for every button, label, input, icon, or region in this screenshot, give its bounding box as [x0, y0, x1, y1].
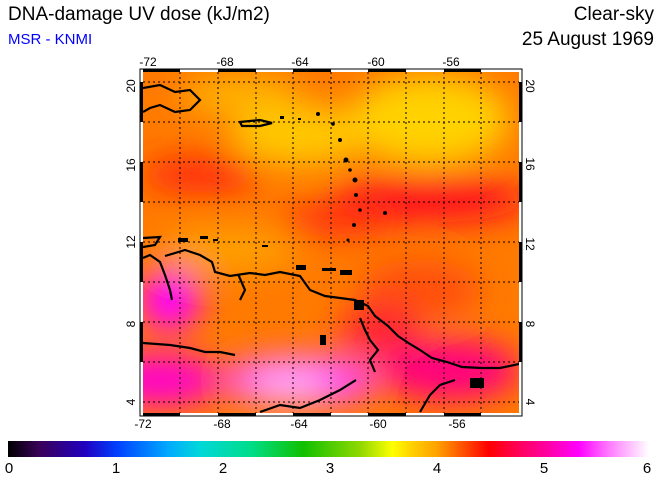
islands	[178, 112, 484, 388]
lon-tick-top: -56	[442, 55, 460, 69]
lat-tick-right: 8	[523, 321, 537, 328]
colorbar-label: 0	[4, 460, 14, 477]
lon-tick-bottom: -72	[134, 417, 152, 431]
lat-tick-right: 16	[523, 157, 537, 171]
graticule	[143, 72, 519, 413]
colorbar-label: 6	[642, 460, 652, 477]
colorbar-label: 5	[539, 460, 549, 477]
map-source: MSR - KNMI	[8, 31, 93, 48]
lon-tick-top: -72	[139, 55, 157, 69]
colorbar-label: 4	[432, 460, 442, 477]
lon-ticks-top: -72 -68 -64 -60 -56	[139, 55, 460, 69]
colorbar	[8, 441, 649, 457]
colorbar-label: 2	[218, 460, 228, 477]
lat-tick-left: 4	[124, 398, 138, 405]
lon-tick-bottom: -68	[213, 417, 231, 431]
lon-tick-top: -60	[367, 55, 385, 69]
uv-dose-map: -72 -68 -64 -60 -56 -72 -68 -64 -60 -56 …	[124, 55, 537, 431]
lat-tick-left: 8	[124, 320, 138, 327]
lon-tick-bottom: -60	[369, 417, 387, 431]
map-date: 25 August 1969	[521, 29, 654, 50]
lat-tick-left: 16	[124, 158, 138, 172]
lat-tick-left: 12	[124, 235, 138, 249]
sky-condition: Clear-sky	[573, 4, 654, 25]
lat-tick-right: 4	[523, 399, 537, 406]
lon-ticks-bottom: -72 -68 -64 -60 -56	[134, 417, 466, 431]
lat-tick-right: 20	[523, 79, 537, 93]
lat-tick-left: 20	[124, 79, 138, 93]
lon-tick-top: -64	[291, 55, 309, 69]
lat-tick-right: 12	[523, 237, 537, 251]
uv-field	[143, 72, 519, 413]
colorbar-label: 1	[111, 460, 121, 477]
map-title: DNA-damage UV dose (kJ/m2)	[8, 4, 270, 25]
lat-ticks-right: 20 16 12 8 4	[523, 79, 537, 405]
colorbar-label: 3	[325, 460, 335, 477]
lon-tick-bottom: -56	[448, 417, 466, 431]
map-frame	[139, 68, 523, 417]
lon-tick-bottom: -64	[290, 417, 308, 431]
lat-ticks-left: 20 16 12 8 4	[124, 79, 138, 405]
lon-tick-top: -68	[216, 55, 234, 69]
